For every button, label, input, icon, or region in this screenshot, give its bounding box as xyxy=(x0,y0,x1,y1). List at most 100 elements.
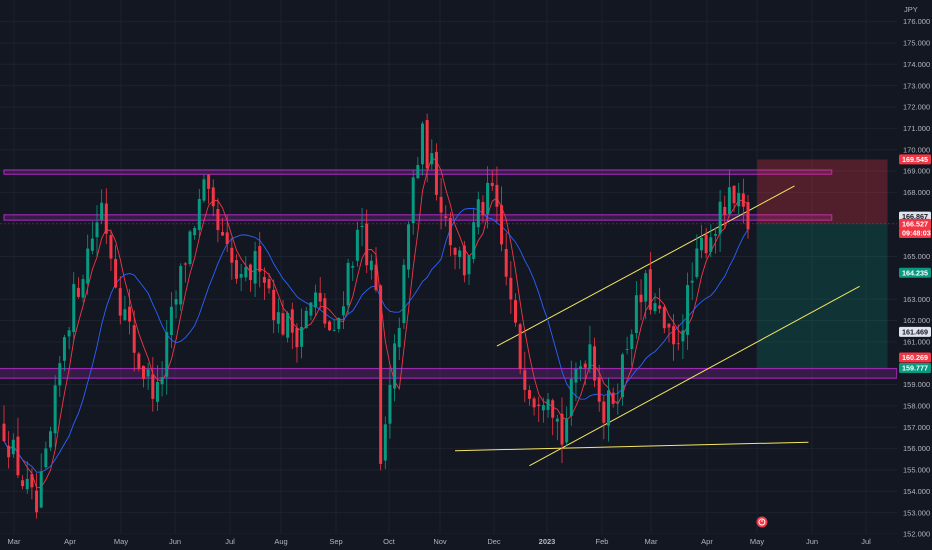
candle xyxy=(467,255,471,285)
x-tick-label: Feb xyxy=(596,537,609,546)
y-tick-label: 176.000 xyxy=(903,17,930,26)
take-profit-area[interactable] xyxy=(757,223,888,368)
candle xyxy=(579,360,583,381)
price-badge: 09:48:03 xyxy=(899,227,931,238)
trendlines xyxy=(455,185,860,467)
candle xyxy=(142,365,145,388)
channel-lower[interactable] xyxy=(529,285,860,467)
y-tick-label: 161.000 xyxy=(903,337,930,346)
candle xyxy=(676,324,680,351)
y-axis-ticks: 152.000 153.000 154.000 155.000 156.000 157.0… xyxy=(903,17,930,538)
candle xyxy=(537,396,541,422)
candle xyxy=(11,433,15,458)
candle xyxy=(188,229,192,267)
channel-upper[interactable] xyxy=(496,185,795,347)
candle xyxy=(314,284,318,316)
x-tick-label: Jul xyxy=(225,537,235,546)
candle xyxy=(672,314,676,361)
candle xyxy=(644,270,648,320)
candle xyxy=(290,302,294,350)
candle xyxy=(620,352,624,406)
price-badge: 159.777 xyxy=(899,362,931,373)
y-tick-label: 168.000 xyxy=(903,188,930,197)
candle xyxy=(207,174,211,204)
candle xyxy=(67,326,71,350)
candle xyxy=(30,468,34,500)
candle xyxy=(253,241,257,297)
candle xyxy=(453,247,457,270)
candle xyxy=(2,405,6,442)
candle xyxy=(44,441,48,470)
candle xyxy=(611,387,615,408)
svg-text:161.469: 161.469 xyxy=(902,327,928,336)
candle xyxy=(90,221,94,255)
x-tick-label: Jul xyxy=(861,537,871,546)
short-position-tool[interactable] xyxy=(757,159,888,368)
candle xyxy=(128,288,132,335)
candle xyxy=(686,272,690,350)
x-tick-label: May xyxy=(750,537,764,546)
y-tick-label: 174.000 xyxy=(903,60,930,69)
y-tick-label: 165.000 xyxy=(903,252,930,261)
candle xyxy=(555,414,559,441)
candle xyxy=(504,232,508,286)
candle xyxy=(723,195,727,230)
candle xyxy=(458,246,462,269)
candle xyxy=(160,361,164,397)
candle xyxy=(509,261,513,314)
candle xyxy=(593,337,597,388)
candle xyxy=(383,416,387,470)
candle xyxy=(518,322,522,375)
candle xyxy=(318,277,322,310)
svg-text:166.867: 166.867 xyxy=(902,212,928,221)
candle xyxy=(337,317,341,333)
candle xyxy=(700,224,703,259)
candle xyxy=(341,291,345,330)
candle xyxy=(165,320,169,395)
candle xyxy=(690,262,694,301)
candle xyxy=(695,234,699,280)
candle xyxy=(16,417,20,479)
candle xyxy=(416,157,420,180)
candle xyxy=(76,277,80,299)
candle xyxy=(648,252,652,315)
alert-clock-face xyxy=(758,518,766,526)
stop-loss-area[interactable] xyxy=(757,159,888,224)
candle xyxy=(514,293,517,327)
alert-marker[interactable] xyxy=(756,516,768,528)
y-tick-label: 154.000 xyxy=(903,487,930,496)
candle xyxy=(179,263,183,311)
candle xyxy=(35,473,39,519)
candle xyxy=(741,178,745,224)
candle xyxy=(402,258,406,330)
candle xyxy=(588,325,592,374)
y-tick-label: 156.000 xyxy=(903,444,930,453)
candle xyxy=(309,302,313,321)
candle xyxy=(244,256,248,282)
candle xyxy=(216,198,220,243)
candle xyxy=(379,284,383,471)
y-tick-label: 162.000 xyxy=(903,316,930,325)
candle xyxy=(39,453,43,509)
candle xyxy=(276,298,280,333)
candle xyxy=(393,334,397,402)
y-tick-label: 171.000 xyxy=(903,124,930,133)
candle xyxy=(718,190,722,253)
candle xyxy=(62,334,66,371)
candle xyxy=(72,272,76,341)
candle xyxy=(448,212,452,257)
candle xyxy=(95,205,99,256)
candle xyxy=(472,209,476,264)
candle xyxy=(137,351,141,372)
resistance-zone-mid[interactable] xyxy=(3,214,833,221)
support-zone[interactable] xyxy=(0,367,898,379)
x-tick-label: Aug xyxy=(274,537,287,546)
currency-label: JPY xyxy=(904,5,918,14)
candle xyxy=(114,245,118,289)
candle xyxy=(709,224,713,258)
price-badge: 169.545 xyxy=(899,154,931,165)
candle xyxy=(193,225,197,240)
svg-text:164.235: 164.235 xyxy=(902,268,928,277)
base-line[interactable] xyxy=(455,441,809,452)
